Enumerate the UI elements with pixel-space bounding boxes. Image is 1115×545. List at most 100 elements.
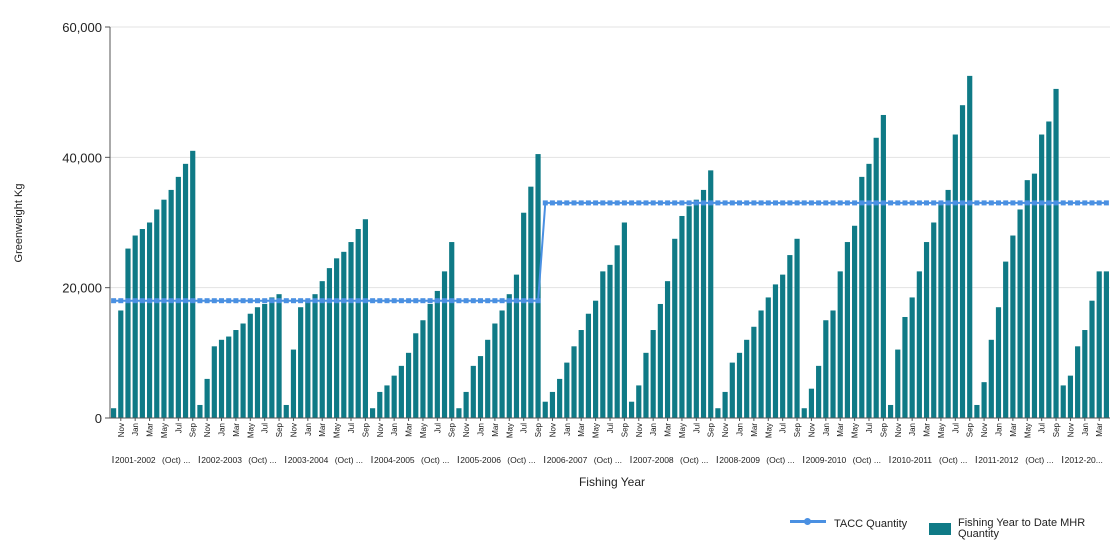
bar [686, 206, 692, 418]
bar [377, 391, 383, 418]
tacc-point [247, 298, 253, 304]
tacc-point [924, 200, 929, 206]
tacc-point [377, 298, 383, 304]
month-tick-label: Jul [1038, 423, 1047, 433]
bar [477, 356, 484, 418]
month-tick-label: Nov [548, 423, 557, 437]
tacc-point [650, 200, 656, 206]
month-tick-label: Jul [606, 423, 615, 433]
bar [139, 229, 145, 418]
year-group-mid-label: (Oct) ... [335, 455, 363, 465]
bar [420, 320, 426, 418]
tacc-point [362, 298, 368, 304]
year-group-label: 2010-2011 [892, 455, 932, 465]
bar [276, 294, 282, 418]
bar [830, 310, 836, 418]
month-tick-label: Jan [304, 423, 313, 436]
tacc-point [1060, 200, 1066, 206]
bar [398, 365, 404, 418]
tacc-point [291, 298, 296, 304]
tacc-point [514, 298, 519, 304]
month-tick-label: Sep [534, 422, 543, 437]
tacc-point [175, 298, 181, 304]
bar [693, 199, 699, 418]
month-tick-label: Jan [1081, 423, 1090, 436]
bar [441, 271, 448, 419]
month-tick-label: Mar [577, 423, 586, 437]
tacc-point [773, 200, 778, 206]
bar [974, 404, 980, 418]
tacc-point [442, 298, 447, 304]
tacc-point [866, 200, 872, 206]
month-tick-label: Jan [390, 423, 399, 436]
bar [564, 362, 570, 418]
tacc-point [470, 298, 476, 304]
month-tick-label: May [505, 423, 514, 438]
month-tick-label: May [419, 423, 428, 438]
bar [125, 248, 131, 418]
bar [1003, 261, 1009, 418]
bar [715, 408, 721, 418]
tacc-point [967, 200, 973, 206]
y-axis-label: Greenweight Kg [13, 184, 25, 263]
y-tick-label: 0 [95, 411, 102, 426]
bar [370, 408, 376, 418]
legend-line-marker [804, 518, 811, 525]
bar [765, 297, 771, 418]
year-group-mid-label: (Oct) ... [248, 455, 276, 465]
bar [118, 310, 124, 418]
bar [218, 339, 225, 418]
bar [916, 271, 922, 419]
bar [866, 163, 872, 418]
month-tick-label: May [160, 423, 169, 438]
tacc-point [161, 298, 167, 304]
bar [808, 388, 815, 418]
tacc-point [434, 298, 440, 304]
bar [1089, 300, 1095, 418]
month-tick-label: Nov [894, 423, 903, 437]
month-tick-label: Jan [822, 423, 831, 436]
tacc-point [197, 298, 203, 304]
bar [837, 271, 843, 419]
bar [636, 385, 642, 418]
bar [988, 339, 994, 418]
month-tick-label: Nov [807, 423, 816, 437]
tacc-point [492, 298, 498, 304]
tacc-point [154, 298, 160, 304]
bar [664, 281, 671, 418]
bar [269, 297, 275, 418]
month-tick-label: Nov [635, 423, 644, 437]
bar [168, 189, 174, 418]
tacc-point [931, 200, 937, 206]
tacc-point [643, 200, 649, 206]
bar [204, 378, 210, 418]
year-group-label: 2008-2009 [719, 455, 760, 465]
month-tick-label: Mar [318, 423, 327, 437]
bar [643, 352, 649, 418]
month-tick-label: Jul [433, 423, 442, 433]
bar [557, 378, 563, 418]
tacc-point [348, 298, 354, 304]
bar [226, 336, 232, 418]
bar [758, 310, 764, 418]
bar [794, 238, 800, 418]
year-group-label: 2005-2006 [460, 455, 501, 465]
tacc-point [715, 200, 721, 206]
year-group-mid-label: (Oct) ... [766, 455, 794, 465]
month-tick-label: Sep [793, 422, 802, 437]
bar [391, 375, 397, 418]
bar [823, 320, 829, 418]
bar [132, 235, 138, 418]
bar [405, 352, 412, 418]
tacc-point [521, 298, 527, 304]
tacc-point [629, 200, 635, 206]
tacc-point [312, 298, 318, 304]
tacc-point [693, 200, 699, 206]
month-tick-label: Jul [174, 423, 183, 433]
tacc-point [255, 298, 260, 304]
tacc-point [506, 298, 512, 304]
year-group-label: 2003-2004 [288, 455, 329, 465]
tacc-point [1017, 200, 1023, 206]
tacc-point [219, 298, 224, 304]
bar [111, 408, 117, 418]
